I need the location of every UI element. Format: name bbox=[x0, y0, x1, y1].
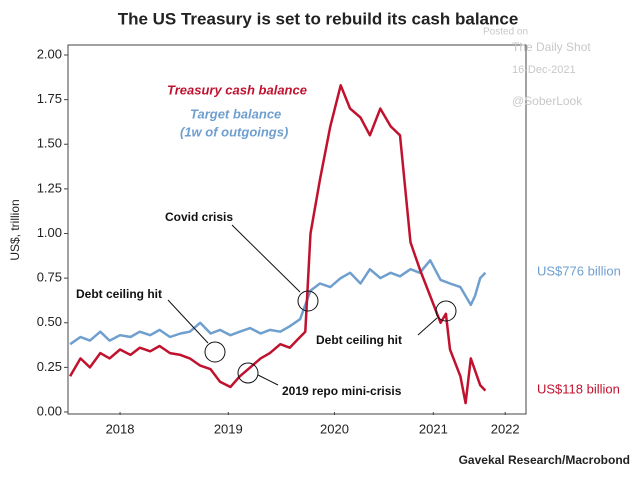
x-tick-label: 2018 bbox=[106, 421, 135, 436]
plot-frame bbox=[67, 44, 527, 415]
end-label: US$776 billion bbox=[537, 263, 621, 278]
y-tick-label: 1.00 bbox=[37, 225, 62, 240]
y-tick-label: 1.50 bbox=[37, 136, 62, 151]
annotation: Debt ceiling hit bbox=[316, 333, 402, 347]
x-tick-label: 2022 bbox=[491, 421, 520, 436]
chart-title: The US Treasury is set to rebuild its ca… bbox=[118, 9, 519, 28]
y-tick-label: 1.25 bbox=[37, 180, 62, 195]
source: Gavekal Research/Macrobond bbox=[459, 453, 630, 467]
y-tick-label: 0.50 bbox=[37, 314, 62, 329]
annotation: Debt ceiling hit bbox=[76, 287, 162, 301]
annotations: Covid crisis Debt ceiling hit 2019 repo … bbox=[76, 210, 457, 398]
series-note: (1w of outgoings) bbox=[180, 124, 288, 139]
leader bbox=[167, 299, 209, 344]
leader bbox=[257, 374, 279, 386]
series-label: Treasury cash balance bbox=[167, 82, 307, 97]
highlight-circle bbox=[297, 290, 319, 312]
x-tick-label: 2021 bbox=[419, 421, 448, 436]
leader bbox=[417, 317, 438, 336]
watermark: The Daily Shot bbox=[512, 40, 591, 54]
highlight-circle bbox=[435, 300, 457, 322]
y-tick-label: 0.00 bbox=[37, 403, 62, 418]
watermark: Posted on bbox=[483, 27, 528, 38]
end-label: US$118 billion bbox=[537, 381, 620, 396]
x-tick-label: 2020 bbox=[320, 421, 349, 436]
highlight-circle bbox=[237, 362, 259, 384]
y-tick-label: 2.00 bbox=[37, 46, 62, 61]
series-line bbox=[69, 84, 487, 405]
watermark: 16-Dec-2021 bbox=[512, 64, 576, 76]
annotation: 2019 repo mini-crisis bbox=[282, 384, 402, 398]
y-tick-label: 1.75 bbox=[37, 91, 62, 106]
y-axis-label: US$, trillion bbox=[8, 199, 22, 260]
y-tick-label: 0.25 bbox=[37, 359, 62, 374]
watermark: @SoberLook bbox=[512, 94, 583, 108]
series-label: Target balance bbox=[190, 106, 281, 121]
highlight-circle bbox=[204, 341, 226, 363]
x-tick-label: 2019 bbox=[214, 421, 243, 436]
annotation: Covid crisis bbox=[165, 210, 233, 224]
y-tick-label: 0.75 bbox=[37, 270, 62, 285]
series-line bbox=[69, 259, 487, 346]
leader bbox=[231, 224, 301, 293]
